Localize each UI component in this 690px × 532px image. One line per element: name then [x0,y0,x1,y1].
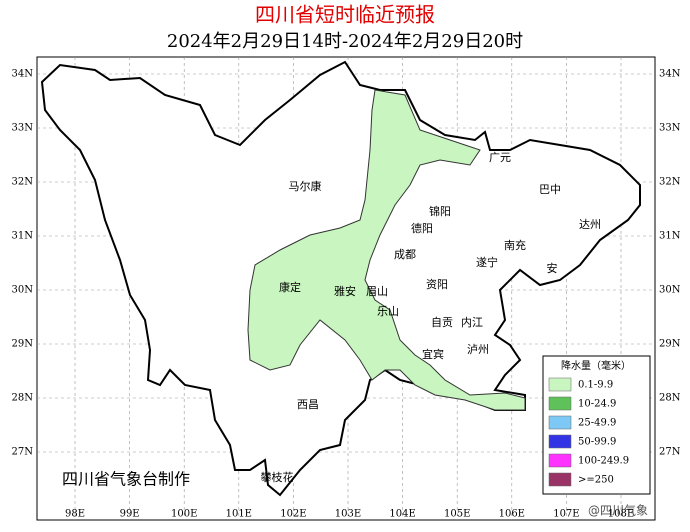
lon-tick-label: 101E [226,509,252,520]
lon-tick-label: 103E [335,509,361,520]
city-label: 内江 [461,315,483,329]
city-label: 广元 [489,151,511,164]
lat-tick-label: 33N [12,123,34,134]
legend-swatch [548,434,572,449]
legend-swatch [548,415,572,430]
city-label: 达州 [579,218,601,231]
city-label: 康定 [279,280,301,294]
watermark: @四川气象 [588,503,648,518]
lon-tick-label: 98E [65,509,85,520]
lon-tick-label: 106E [499,509,525,520]
city-label: 安 [547,261,558,275]
city-label: 宜宾 [422,347,444,361]
legend-title: 降水量（毫米） [561,359,631,372]
legend-label: 25-49.9 [578,418,616,429]
city-label: 乐山 [377,305,399,318]
legend-swatch [548,377,572,392]
lat-tick-label: 27N [659,447,681,458]
lon-tick-label: 102E [280,509,306,520]
legend-swatch [548,472,572,487]
city-label: 自贡 [431,316,453,329]
city-label: 眉山 [366,285,388,298]
subtitle: 2024年2月29日14时-2024年2月29日20时 [167,31,523,52]
lon-tick-label: 108E [608,509,634,520]
legend-label: 100-249.9 [578,456,629,467]
legend-swatch [548,453,572,468]
lat-tick-label: 32N [12,177,34,188]
city-label: 锦阳 [429,204,451,218]
lat-tick-label: 34N [659,69,681,80]
city-label: 雅安 [334,284,356,298]
lat-tick-label: 29N [12,339,34,350]
lat-tick-label: 30N [12,285,34,296]
city-label: 西昌 [297,398,319,411]
credit: 四川省气象台制作 [62,470,190,489]
title: 四川省短时临近预报 [255,3,435,27]
lat-tick-label: 31N [659,231,681,242]
lat-tick-label: 28N [659,393,681,404]
lon-tick-label: 99E [120,509,140,520]
lon-tick-label: 107E [553,509,579,520]
lon-tick-label: 105E [444,509,470,520]
legend-label: 10-24.9 [578,399,616,410]
city-label: 南充 [504,238,526,252]
lat-tick-label: 30N [659,285,681,296]
lat-tick-label: 34N [12,69,34,80]
lat-tick-label: 27N [12,447,34,458]
legend-swatch [548,396,572,411]
legend-label: >=250 [578,475,614,486]
city-label: 资阳 [426,278,448,291]
city-label: 遂宁 [476,255,498,269]
lat-tick-label: 32N [659,177,681,188]
city-label: 攀枝花 [261,470,294,484]
legend-label: 0.1-9.9 [578,380,613,391]
legend-label: 50-99.9 [578,437,616,448]
lat-tick-label: 29N [659,339,681,350]
city-label: 泸州 [467,343,489,356]
lat-tick-label: 28N [12,393,34,404]
city-label: 马尔康 [289,179,322,193]
city-label: 德阳 [411,221,433,235]
lat-tick-label: 31N [12,231,34,242]
legend: 0.1-9.9 10-24.9 25-49.9 50-99.9 100-249.9 >=2… [548,377,629,487]
city-label: 成都 [394,248,416,261]
lat-tick-label: 33N [659,123,681,134]
lon-tick-label: 100E [171,509,197,520]
lon-tick-label: 104E [389,509,415,520]
city-label: 巴中 [539,183,561,196]
city-labels: 广元 巴中 达州 锦阳 德阳 南充 遂宁 安 成都 雅安 眉山 资阳 乐山 自贡… [261,151,602,484]
rain-area [247,89,526,411]
